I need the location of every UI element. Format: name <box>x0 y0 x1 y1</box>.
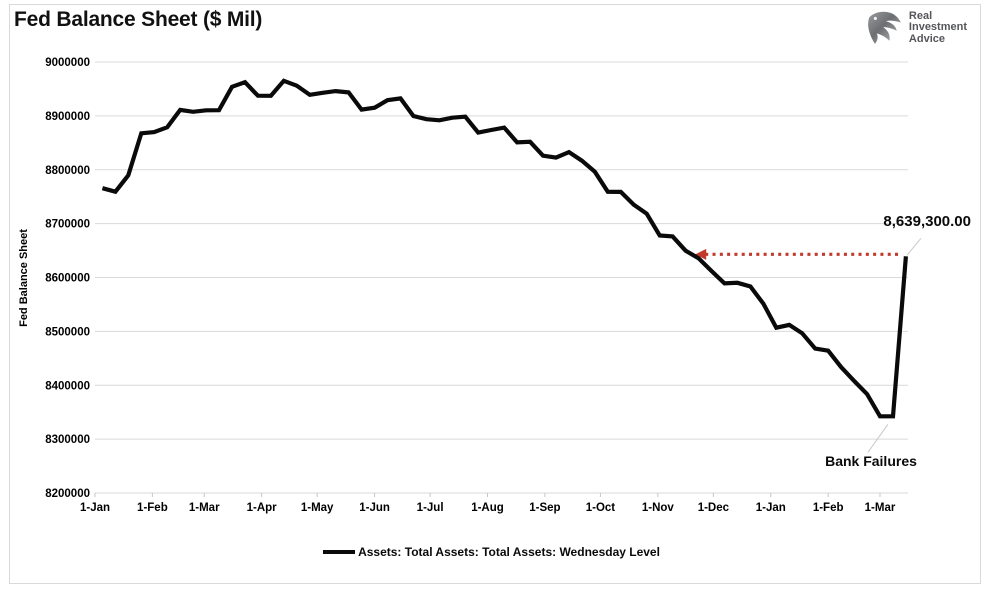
chart-legend: Assets: Total Assets: Total Assets: Wedn… <box>0 545 983 559</box>
x-tick-label: 1-Jul <box>417 502 444 514</box>
x-tick-label: 1-Dec <box>698 502 730 514</box>
last-value-leader-line <box>906 238 922 256</box>
x-tick-label: 1-Sep <box>529 502 560 514</box>
y-tick-label: 9000000 <box>45 57 90 69</box>
x-tick-label: 1-Feb <box>813 502 844 514</box>
legend-label: Assets: Total Assets: Total Assets: Wedn… <box>358 545 660 559</box>
x-tick-label: 1-Nov <box>642 502 675 514</box>
y-tick-label: 8200000 <box>45 488 90 500</box>
bank-failures-leader-line <box>867 424 889 453</box>
x-tick-label: 1-May <box>301 502 334 514</box>
x-tick-label: 1-Mar <box>865 502 896 514</box>
logo-text: Real Investment Advice <box>908 9 967 46</box>
last-value-annotation: 8,639,300.00 <box>883 213 971 230</box>
x-tick-label: 1-Mar <box>189 502 220 514</box>
x-tick-label: 1-Jan <box>80 502 110 514</box>
x-tick-label: 1-Oct <box>586 502 616 514</box>
y-tick-label: 8700000 <box>45 219 90 231</box>
x-tick-label: 1-Jun <box>359 502 390 514</box>
logo-line-2: Investment <box>908 21 967 34</box>
page-title: Fed Balance Sheet ($ Mil) <box>14 8 263 31</box>
y-tick-label: 8800000 <box>45 165 90 177</box>
real-investment-advice-logo: Real Investment Advice <box>864 8 967 48</box>
bank-failures-annotation: Bank Failures <box>825 453 917 469</box>
logo-line-1: Real <box>908 9 933 22</box>
y-tick-label: 8600000 <box>45 273 90 285</box>
x-tick-label: 1-Jan <box>756 502 786 514</box>
eagle-icon <box>868 11 901 44</box>
logo-line-3: Advice <box>908 32 945 45</box>
data-line-total-assets <box>101 78 908 419</box>
legend-line-swatch <box>323 550 356 554</box>
x-tick-label: 1-Feb <box>137 502 168 514</box>
y-tick-label: 8400000 <box>45 380 90 392</box>
y-tick-label: 8500000 <box>45 326 90 338</box>
y-tick-label: 8300000 <box>45 434 90 446</box>
y-axis-title: Fed Balance Sheet <box>18 229 30 327</box>
y-tick-label: 8900000 <box>45 111 90 123</box>
retracement-arrowhead <box>695 248 707 260</box>
x-tick-label: 1-Apr <box>247 502 278 514</box>
x-tick-label: 1-Aug <box>471 502 504 514</box>
